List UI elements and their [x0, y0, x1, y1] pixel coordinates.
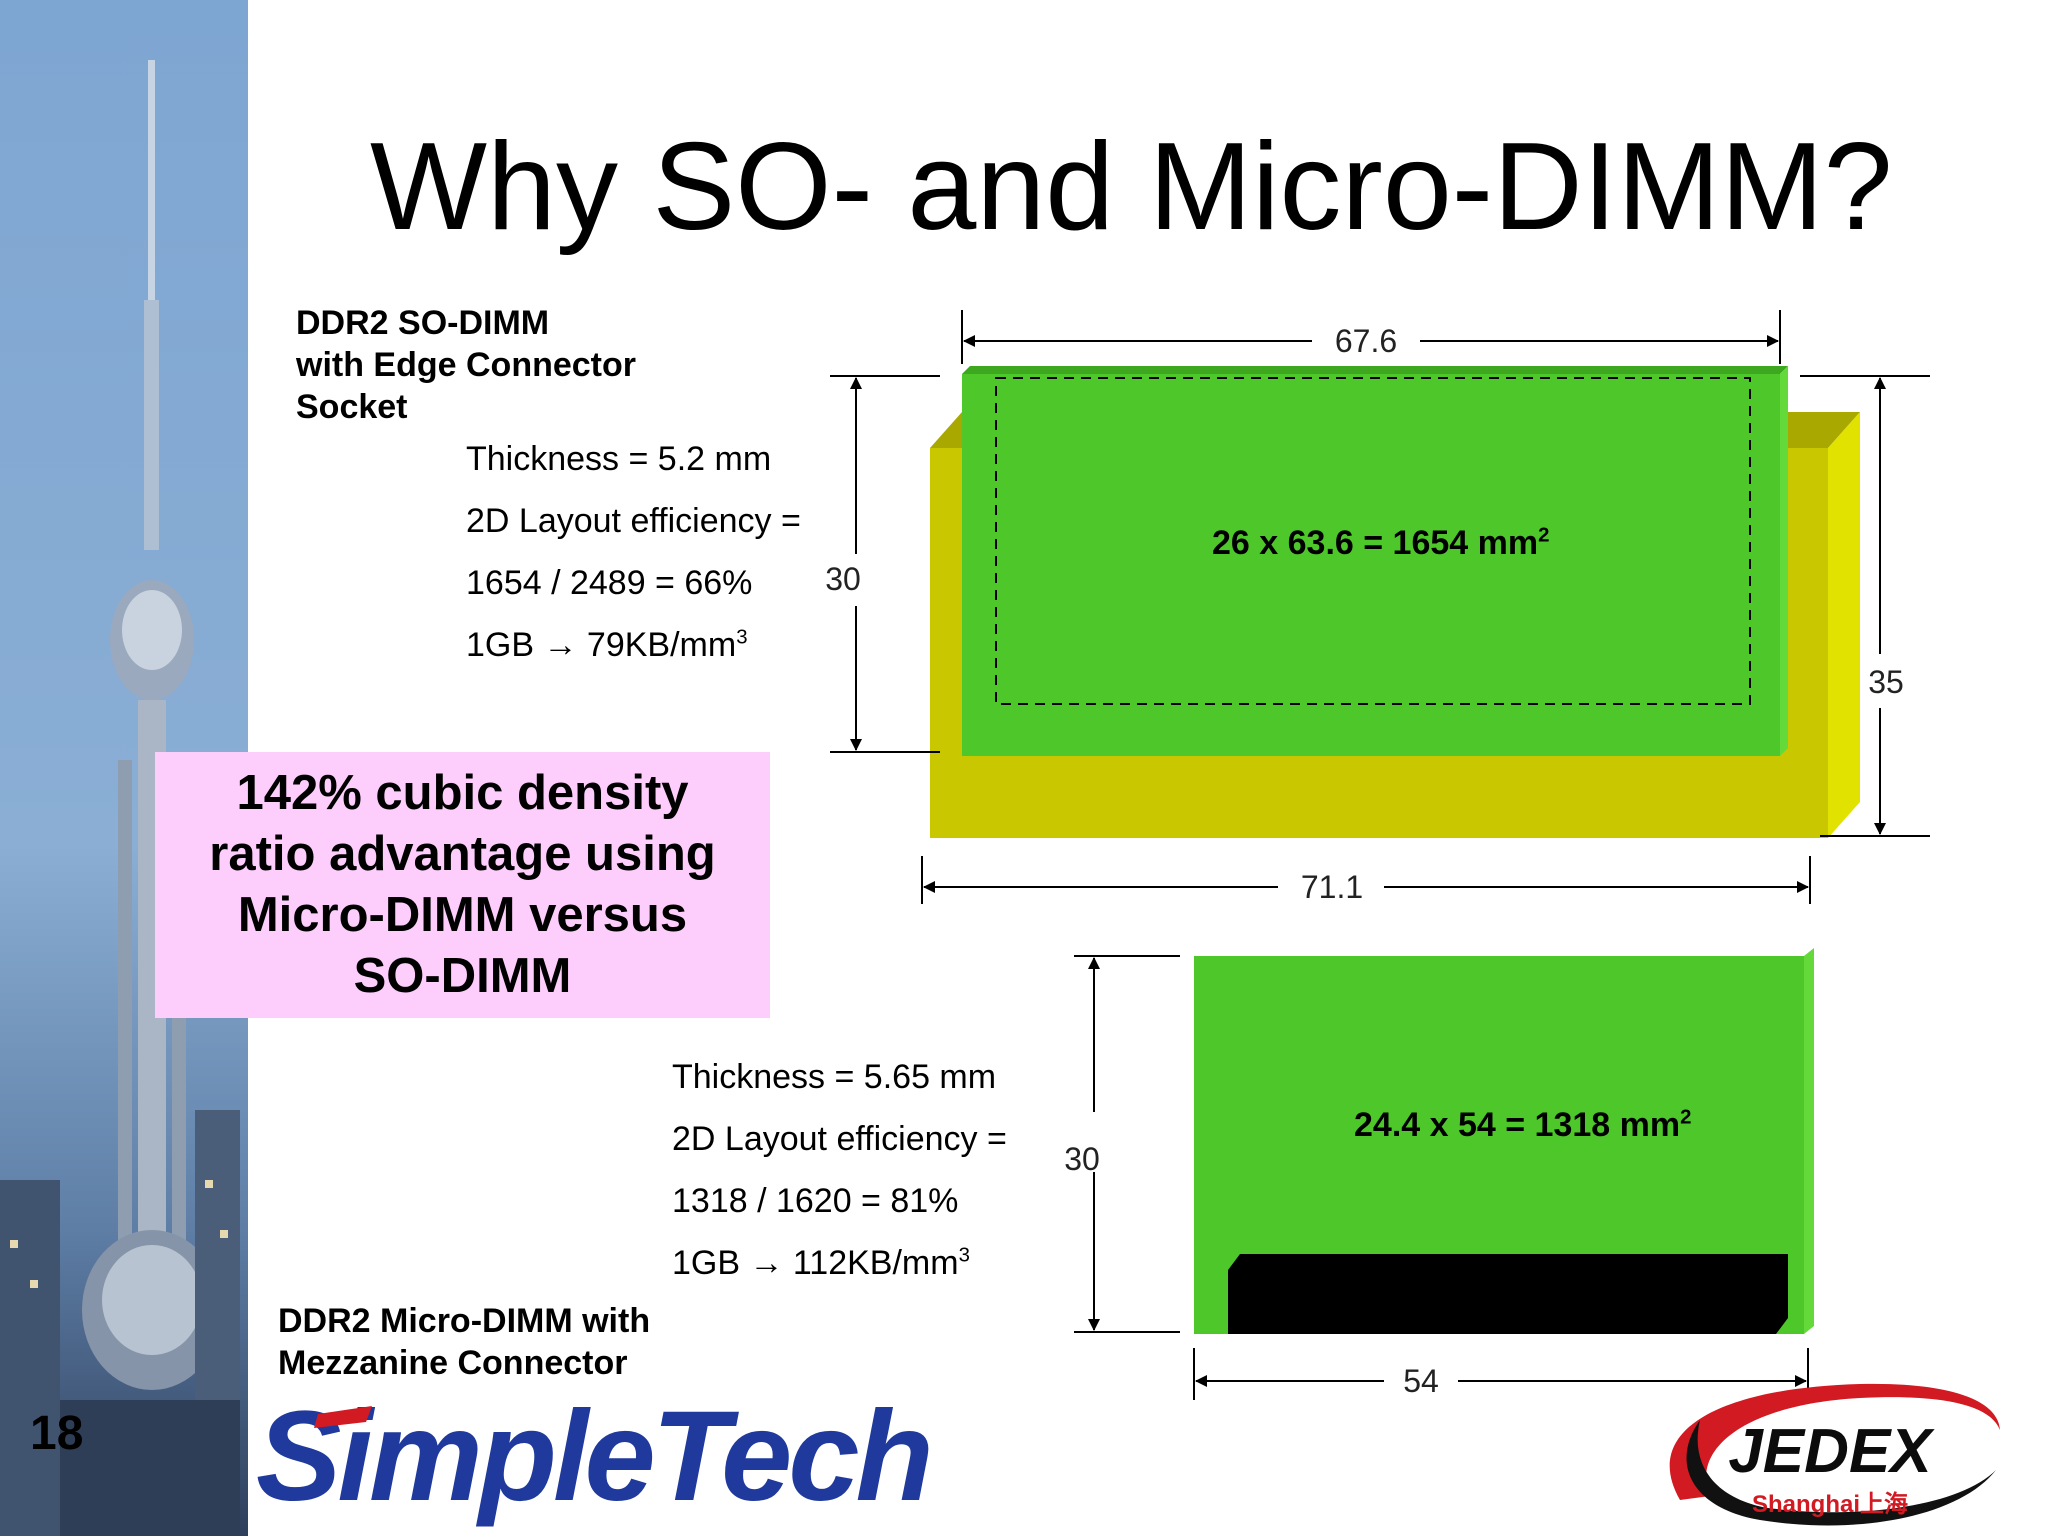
so-dimm-area-text: 26 x 63.6 = 1654 mm	[1212, 524, 1539, 562]
micro-dimm-label-line: Mezzanine Connector	[278, 1344, 628, 1382]
micro-dimm-area-label: 24.4 x 54 = 1318 mm2	[1354, 1106, 1691, 1145]
so-dimm-efficiency-value: 1654 / 2489 = 66%	[466, 564, 753, 602]
micro-dimm-area-sup: 2	[1680, 1106, 1692, 1129]
slide-title: Why SO- and Micro-DIMM?	[370, 118, 1893, 256]
micro-dimm-pcb-side-face	[1804, 948, 1814, 1334]
micro-dimm-width-dim: 54	[1403, 1363, 1439, 1399]
so-dimm-area-label: 26 x 63.6 = 1654 mm2	[1212, 524, 1549, 563]
slide-page-number: 18	[30, 1407, 84, 1460]
micro-dimm-density-sup: 3	[958, 1244, 970, 1267]
micro-dimm-density-text: 1GB → 112KB/mm	[672, 1244, 959, 1282]
callout-line: Micro-DIMM versus	[237, 888, 688, 942]
jedex-logo-text: JEDEX	[1728, 1417, 1935, 1486]
so-dimm-width-dim: 67.6	[1335, 323, 1397, 359]
simpletech-logo: SimpleTech	[256, 1385, 934, 1528]
so-dimm-pcb	[962, 374, 1780, 756]
so-dimm-label-line: Socket	[296, 388, 408, 426]
micro-dimm-efficiency-label: 2D Layout efficiency =	[672, 1120, 1007, 1158]
simpletech-logo-red-accent	[314, 1406, 372, 1428]
micro-dimm-mezzanine-connector	[1228, 1254, 1788, 1334]
micro-dimm-efficiency-value: 1318 / 1620 = 81%	[672, 1182, 959, 1220]
density-advantage-callout: 142% cubic density ratio advantage using…	[155, 752, 770, 1018]
so-dimm-density: 1GB → 79KB/mm3	[466, 626, 748, 665]
jedex-logo-subtext: Shanghai上海	[1752, 1490, 1908, 1518]
callout-line: 142% cubic density	[236, 766, 689, 820]
so-dimm-thickness: Thickness = 5.2 mm	[466, 440, 772, 478]
micro-dimm-thickness: Thickness = 5.65 mm	[672, 1058, 997, 1096]
callout-line: SO-DIMM	[353, 949, 572, 1003]
so-dimm-socket-width-dim: 71.1	[1301, 869, 1363, 905]
micro-dimm-height-dim: 30	[1064, 1141, 1100, 1177]
so-dimm-label: DDR2 SO-DIMM with Edge Connector Socket	[296, 302, 636, 428]
so-dimm-label-line: with Edge Connector	[296, 346, 636, 384]
micro-dimm-density: 1GB → 112KB/mm3	[672, 1244, 970, 1283]
so-dimm-density-sup: 3	[736, 626, 748, 649]
so-dimm-pcb-top-face	[962, 366, 1788, 374]
micro-dimm-label: DDR2 Micro-DIMM with Mezzanine Connector	[278, 1300, 650, 1384]
so-dimm-label-line: DDR2 SO-DIMM	[296, 304, 550, 342]
so-dimm-socket-side-face	[1828, 412, 1860, 838]
simpletech-logo-text: SimpleTech	[256, 1385, 930, 1528]
callout-line: ratio advantage using	[209, 827, 716, 881]
so-dimm-pcb-side-face	[1780, 366, 1788, 756]
micro-dimm-label-line: DDR2 Micro-DIMM with	[278, 1302, 651, 1340]
so-dimm-density-text: 1GB → 79KB/mm	[466, 626, 737, 664]
so-dimm-height-dim: 30	[825, 561, 861, 597]
so-dimm-socket-height-dim: 35	[1868, 664, 1904, 700]
jedex-swoosh-red	[1669, 1383, 2000, 1500]
jedex-logo: JEDEX Shanghai上海	[1669, 1383, 2000, 1526]
micro-dimm-area-text: 24.4 x 54 = 1318 mm	[1354, 1106, 1681, 1144]
so-dimm-area-sup: 2	[1538, 524, 1550, 547]
so-dimm-efficiency-label: 2D Layout efficiency =	[466, 502, 801, 540]
so-dimm-usable-area	[995, 377, 1751, 705]
